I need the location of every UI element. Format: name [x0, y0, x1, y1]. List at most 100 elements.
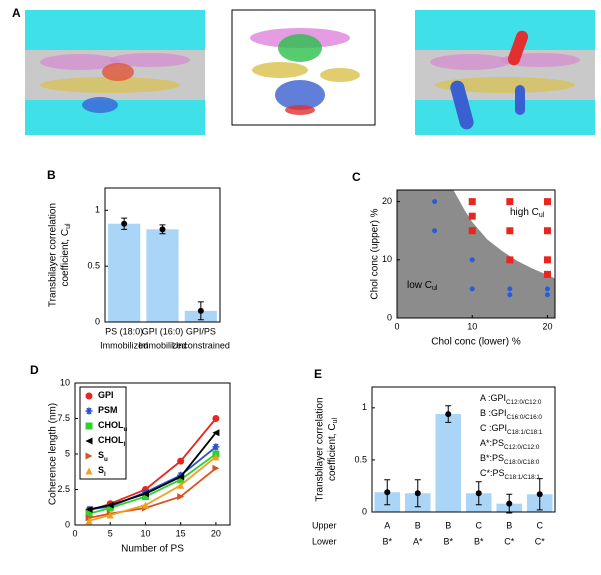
marker [506, 198, 514, 206]
marker [543, 227, 551, 235]
marker [469, 286, 475, 292]
membrane-image-right [415, 10, 595, 135]
x-tick-note: Immobilized [138, 340, 186, 350]
y-tick-label: 0 [65, 519, 70, 529]
y-tick-label: 5 [65, 448, 70, 458]
panel-label: E [314, 367, 322, 381]
legend-label: CHOLl [98, 435, 126, 448]
x-tick-label: C* [504, 536, 514, 546]
legend-label: CHOLu [98, 420, 128, 433]
panel-label: B [47, 168, 56, 182]
panel-label: D [30, 363, 39, 377]
y-tick-label: 7.5 [57, 413, 70, 423]
y-tick-label: 0 [387, 312, 392, 322]
y-tick-label: 10 [382, 254, 392, 264]
legend-label-sub: u [124, 426, 128, 433]
y-tick-label: 1 [362, 402, 367, 412]
y-tick-label: 2.5 [57, 484, 70, 494]
y-axis-label-main: coefficient, C [327, 423, 338, 481]
legend-label-main: PSM [98, 405, 118, 415]
panel-label: A [12, 6, 21, 20]
legend-label: GPI [98, 390, 114, 400]
marker [468, 227, 476, 235]
marker [543, 198, 551, 206]
legend-marker [85, 407, 93, 415]
legend-label-main: S [98, 450, 104, 460]
axes-frame [104, 187, 221, 323]
x-axis-label: Chol conc (lower) % [431, 337, 521, 348]
note-sub: C18:1/C18:1 [507, 429, 543, 436]
point [159, 226, 166, 233]
x-tick-label: C [476, 520, 483, 530]
marker [469, 257, 475, 263]
marker [141, 501, 149, 509]
axes-frame [74, 382, 231, 526]
note-sub: C18:0/C18:0 [504, 459, 540, 466]
x-tick-label: B [445, 520, 451, 530]
axes-frame [371, 386, 556, 513]
marker [212, 415, 220, 422]
marker [177, 481, 185, 489]
x-tick-label: 20 [542, 321, 552, 331]
axes-frame [396, 189, 556, 319]
marker [432, 199, 438, 205]
marker [212, 453, 220, 461]
marker [468, 212, 476, 220]
note-main: B :GPI [480, 408, 507, 418]
y-axis-label: coefficient, Cul [327, 418, 340, 482]
note: B*:PSC18:0/C18:0 [480, 453, 540, 466]
x-tick-label: 10 [467, 321, 477, 331]
note-main: C*:PS [480, 468, 505, 478]
legend-label-sub: l [124, 441, 126, 448]
point [475, 490, 482, 497]
annotation-main: high C [510, 207, 539, 218]
y-tick-label: 0 [95, 316, 100, 326]
x-tick-label: B [415, 520, 421, 530]
x-tick-note: Immobilized [100, 340, 148, 350]
legend-label-main: CHOL [98, 435, 124, 445]
bar [146, 229, 179, 322]
marker [177, 493, 185, 501]
legend-marker [85, 437, 93, 445]
annotation-sub: ul [539, 212, 545, 219]
marker [543, 270, 551, 278]
legend-label-sub: l [104, 471, 106, 478]
note: C*:PSC18:1/C18:1 [480, 468, 540, 481]
marker [212, 464, 220, 472]
x-tick-label: 0 [72, 528, 77, 538]
x-tick-label: A [384, 520, 390, 530]
bar [108, 223, 141, 322]
marker [543, 256, 551, 264]
x-tick-label: B* [382, 536, 392, 546]
note-main: A :GPI [480, 393, 506, 403]
x-axis-label: Number of PS [121, 544, 184, 555]
point [121, 220, 128, 227]
y-tick-label: 0.5 [87, 261, 100, 271]
legend-label-main: S [98, 465, 104, 475]
marker [212, 443, 220, 451]
note: A*:PSC12:0/C12:0 [480, 438, 540, 451]
note-sub: C18:1/C18:1 [505, 474, 541, 481]
marker [432, 228, 438, 234]
legend-label: Su [98, 450, 108, 463]
row-label: Upper [312, 520, 337, 530]
y-axis-label: coefficient, Cul [60, 223, 73, 287]
x-tick-label: PS (18:0) [105, 326, 143, 336]
y-tick-label: 0.5 [354, 454, 367, 464]
point [536, 491, 543, 498]
membrane-image-middle [231, 9, 376, 126]
note-sub: C12:0/C12:0 [504, 444, 540, 451]
y-axis-label-sub: ul [65, 223, 72, 229]
y-axis-label: Chol conc (upper) % [370, 208, 381, 299]
point [197, 307, 204, 314]
region [397, 190, 555, 318]
y-axis-label: Coherence length (nm) [48, 403, 59, 505]
marker [106, 511, 114, 519]
point [384, 489, 391, 496]
x-tick-label: 5 [108, 528, 113, 538]
y-axis-label-sub: ul [332, 418, 339, 424]
marker [468, 198, 476, 206]
x-tick-label: GPI (16:0) [142, 326, 184, 336]
marker [85, 505, 93, 513]
x-tick-label: 20 [211, 528, 221, 538]
